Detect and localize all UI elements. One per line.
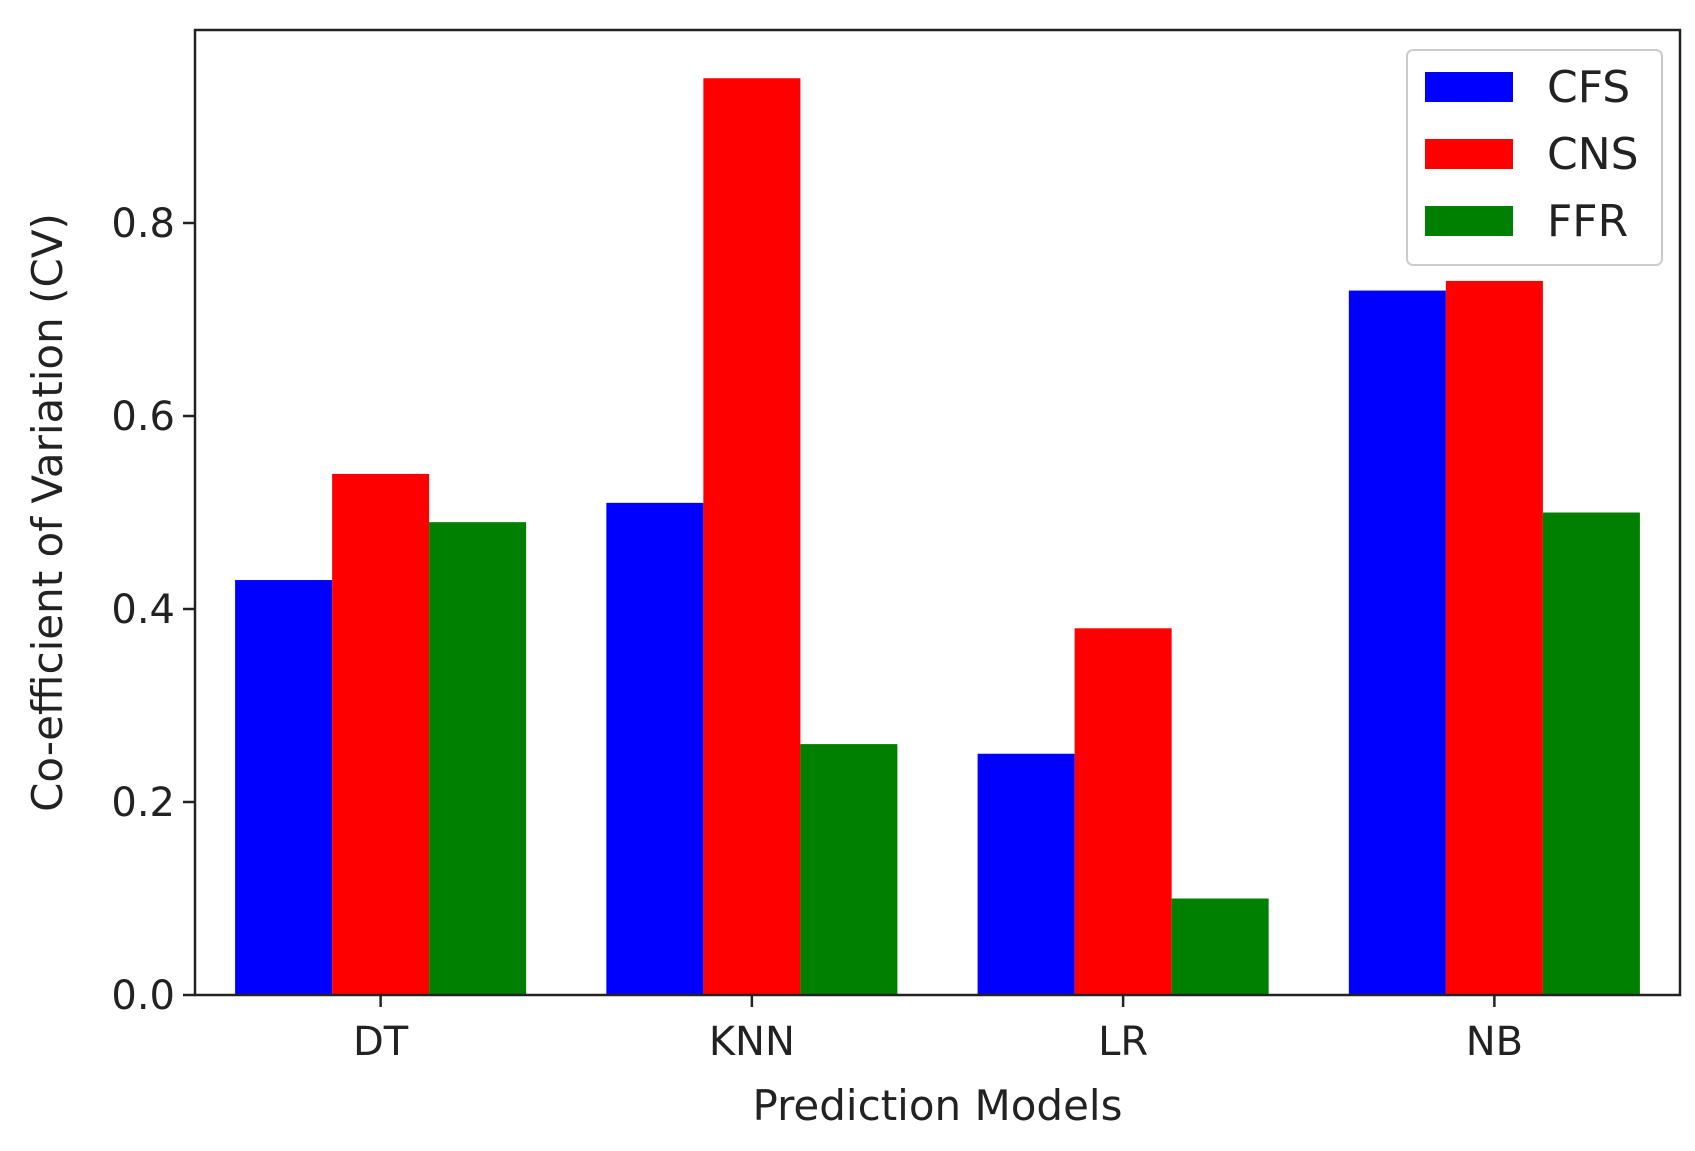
legend-swatch-ffr bbox=[1425, 206, 1513, 236]
legend-swatch-cfs bbox=[1425, 72, 1513, 102]
bar-cfs-dt bbox=[235, 580, 333, 995]
x-tick-label-dt: DT bbox=[353, 1019, 409, 1065]
legend-label-ffr: FFR bbox=[1547, 196, 1628, 247]
y-tick-label: 0.4 bbox=[111, 587, 175, 633]
bars-group bbox=[235, 78, 1640, 995]
legend: CFS CNS FFR bbox=[1406, 49, 1663, 266]
bar-cns-nb bbox=[1445, 280, 1543, 995]
bar-ffr-nb bbox=[1542, 512, 1640, 995]
y-tick-label: 0.6 bbox=[111, 394, 175, 440]
bar-cfs-nb bbox=[1348, 290, 1446, 995]
y-tick-label: 0.0 bbox=[111, 973, 175, 1019]
legend-swatch-cns bbox=[1425, 139, 1513, 169]
bar-cfs-lr bbox=[977, 753, 1075, 995]
plot-area-frame bbox=[193, 28, 1682, 997]
bar-ffr-dt bbox=[429, 522, 527, 995]
x-tick-label-nb: NB bbox=[1466, 1019, 1523, 1065]
bar-cfs-knn bbox=[606, 502, 704, 995]
legend-label-cns: CNS bbox=[1547, 129, 1639, 180]
bar-cns-knn bbox=[703, 78, 801, 995]
x-axis: DT KNN LR NB bbox=[353, 995, 1523, 1065]
y-axis-title: Co-efficient of Variation (CV) bbox=[23, 213, 72, 812]
y-tick-label: 0.2 bbox=[111, 780, 175, 826]
legend-label-cfs: CFS bbox=[1547, 62, 1630, 113]
bar-ffr-lr bbox=[1171, 898, 1269, 995]
x-tick-label-lr: LR bbox=[1098, 1019, 1148, 1065]
bar-cns-dt bbox=[332, 473, 430, 995]
y-tick-label: 0.8 bbox=[111, 201, 175, 247]
x-axis-title: Prediction Models bbox=[753, 1081, 1123, 1130]
y-axis: 0.0 0.2 0.4 0.6 0.8 bbox=[111, 201, 195, 1019]
x-tick-label-knn: KNN bbox=[709, 1019, 795, 1065]
bar-ffr-knn bbox=[800, 744, 898, 995]
bar-cns-lr bbox=[1074, 628, 1172, 995]
